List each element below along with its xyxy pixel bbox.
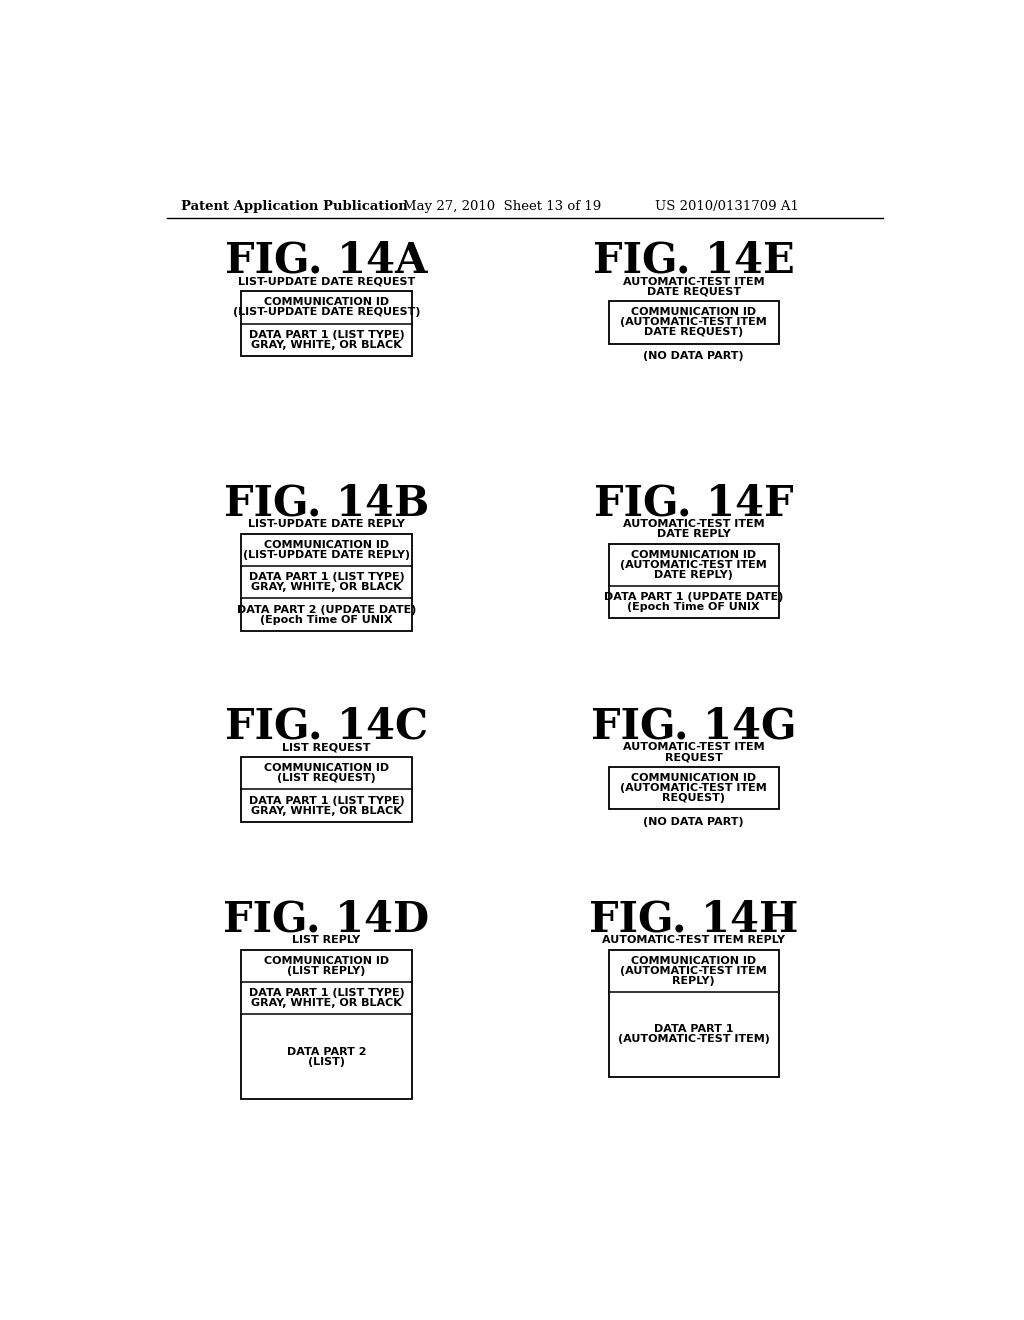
- Text: DATA PART 2: DATA PART 2: [287, 1047, 367, 1056]
- Text: DATA PART 1 (LIST TYPE): DATA PART 1 (LIST TYPE): [249, 573, 404, 582]
- Text: GRAY, WHITE, OR BLACK: GRAY, WHITE, OR BLACK: [251, 805, 401, 816]
- Text: FIG. 14D: FIG. 14D: [223, 898, 429, 940]
- Text: US 2010/0131709 A1: US 2010/0131709 A1: [655, 201, 799, 214]
- Text: LIST-UPDATE DATE REPLY: LIST-UPDATE DATE REPLY: [248, 519, 404, 529]
- Text: FIG. 14G: FIG. 14G: [591, 706, 797, 747]
- Text: (LIST-UPDATE DATE REPLY): (LIST-UPDATE DATE REPLY): [243, 550, 410, 560]
- Text: (AUTOMATIC-TEST ITEM: (AUTOMATIC-TEST ITEM: [621, 966, 767, 975]
- Text: COMMUNICATION ID: COMMUNICATION ID: [264, 763, 389, 774]
- Text: AUTOMATIC-TEST ITEM: AUTOMATIC-TEST ITEM: [623, 519, 765, 529]
- Text: COMMUNICATION ID: COMMUNICATION ID: [264, 297, 389, 308]
- Text: DATA PART 1 (UPDATE DATE): DATA PART 1 (UPDATE DATE): [604, 593, 783, 602]
- Text: DATA PART 2 (UPDATE DATE): DATA PART 2 (UPDATE DATE): [237, 605, 416, 615]
- Text: DATE REPLY: DATE REPLY: [656, 529, 731, 539]
- Text: COMMUNICATION ID: COMMUNICATION ID: [631, 774, 757, 783]
- Text: GRAY, WHITE, OR BLACK: GRAY, WHITE, OR BLACK: [251, 339, 401, 350]
- Text: FIG. 14B: FIG. 14B: [224, 482, 429, 524]
- Text: DATA PART 1: DATA PART 1: [654, 1024, 733, 1035]
- Text: COMMUNICATION ID: COMMUNICATION ID: [631, 308, 757, 317]
- Bar: [608, 301, 779, 343]
- Text: AUTOMATIC-TEST ITEM REPLY: AUTOMATIC-TEST ITEM REPLY: [602, 935, 785, 945]
- Text: FIG. 14H: FIG. 14H: [589, 898, 799, 940]
- Text: FIG. 14F: FIG. 14F: [594, 482, 794, 524]
- Bar: [608, 544, 779, 619]
- Text: (NO DATA PART): (NO DATA PART): [643, 817, 744, 826]
- Text: GRAY, WHITE, OR BLACK: GRAY, WHITE, OR BLACK: [251, 998, 401, 1008]
- Text: COMMUNICATION ID: COMMUNICATION ID: [631, 956, 757, 966]
- Text: (LIST-UPDATE DATE REQUEST): (LIST-UPDATE DATE REQUEST): [232, 308, 420, 317]
- Text: DATE REPLY): DATE REPLY): [654, 570, 733, 579]
- Text: FIG. 14A: FIG. 14A: [225, 240, 428, 281]
- Text: LIST-UPDATE DATE REQUEST: LIST-UPDATE DATE REQUEST: [238, 277, 415, 286]
- Text: LIST REQUEST: LIST REQUEST: [283, 742, 371, 752]
- Text: DATE REQUEST): DATE REQUEST): [644, 327, 743, 338]
- Text: DATA PART 1 (LIST TYPE): DATA PART 1 (LIST TYPE): [249, 796, 404, 805]
- Text: COMMUNICATION ID: COMMUNICATION ID: [264, 956, 389, 966]
- Text: (AUTOMATIC-TEST ITEM: (AUTOMATIC-TEST ITEM: [621, 783, 767, 793]
- Bar: [241, 758, 412, 822]
- Text: REQUEST: REQUEST: [665, 752, 723, 763]
- Bar: [608, 767, 779, 809]
- Bar: [241, 292, 412, 356]
- Text: Patent Application Publication: Patent Application Publication: [180, 201, 408, 214]
- Text: FIG. 14C: FIG. 14C: [225, 706, 428, 747]
- Text: (NO DATA PART): (NO DATA PART): [643, 351, 744, 360]
- Text: (LIST REPLY): (LIST REPLY): [287, 966, 366, 975]
- Text: (AUTOMATIC-TEST ITEM: (AUTOMATIC-TEST ITEM: [621, 317, 767, 327]
- Text: GRAY, WHITE, OR BLACK: GRAY, WHITE, OR BLACK: [251, 582, 401, 593]
- Text: COMMUNICATION ID: COMMUNICATION ID: [631, 550, 757, 560]
- Text: DATA PART 1 (LIST TYPE): DATA PART 1 (LIST TYPE): [249, 330, 404, 339]
- Text: AUTOMATIC-TEST ITEM: AUTOMATIC-TEST ITEM: [623, 742, 765, 752]
- Text: REPLY): REPLY): [673, 975, 715, 986]
- Text: REQUEST): REQUEST): [663, 793, 725, 804]
- Text: May 27, 2010  Sheet 13 of 19: May 27, 2010 Sheet 13 of 19: [403, 201, 601, 214]
- Text: (LIST REQUEST): (LIST REQUEST): [278, 774, 376, 783]
- Text: (AUTOMATIC-TEST ITEM: (AUTOMATIC-TEST ITEM: [621, 560, 767, 570]
- Text: (Epoch Time OF UNIX: (Epoch Time OF UNIX: [628, 602, 760, 612]
- Text: (Epoch Time OF UNIX: (Epoch Time OF UNIX: [260, 615, 393, 624]
- Text: (LIST): (LIST): [308, 1056, 345, 1067]
- Bar: [241, 949, 412, 1100]
- Text: DATA PART 1 (LIST TYPE): DATA PART 1 (LIST TYPE): [249, 989, 404, 998]
- Text: DATE REQUEST: DATE REQUEST: [647, 286, 740, 297]
- Text: FIG. 14E: FIG. 14E: [593, 240, 795, 281]
- Bar: [608, 949, 779, 1077]
- Text: LIST REPLY: LIST REPLY: [292, 935, 360, 945]
- Text: COMMUNICATION ID: COMMUNICATION ID: [264, 540, 389, 550]
- Text: AUTOMATIC-TEST ITEM: AUTOMATIC-TEST ITEM: [623, 277, 765, 286]
- Bar: [241, 533, 412, 631]
- Text: (AUTOMATIC-TEST ITEM): (AUTOMATIC-TEST ITEM): [617, 1035, 770, 1044]
